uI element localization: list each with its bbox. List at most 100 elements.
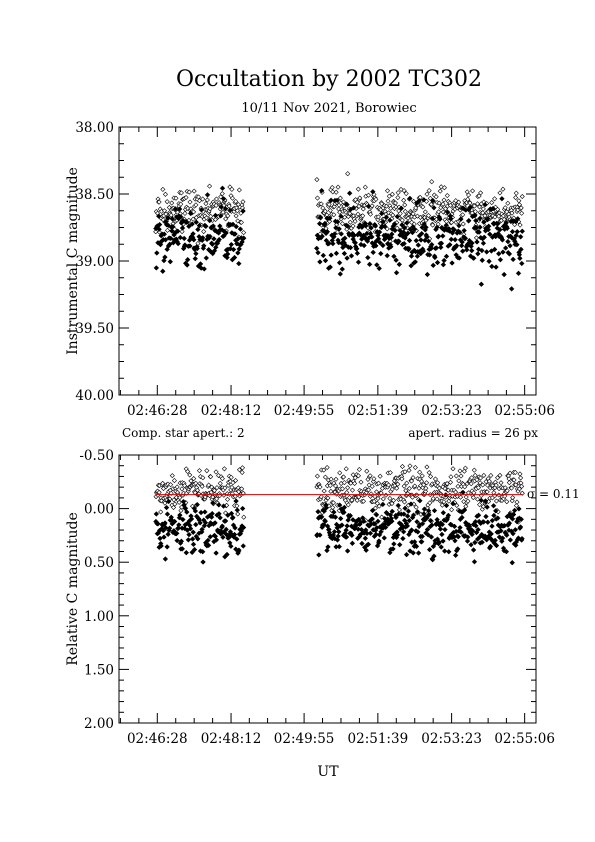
data-point-filled: [414, 518, 420, 525]
data-point-filled: [443, 253, 450, 260]
data-point-filled: [381, 535, 388, 541]
data-point-filled: [421, 197, 427, 203]
data-point-open: [219, 191, 225, 197]
data-point-open: [486, 478, 492, 484]
data-point-open: [320, 205, 326, 211]
data-point-filled: [341, 250, 348, 257]
data-point-open: [164, 227, 171, 233]
data-point-filled: [313, 245, 320, 252]
data-point-open: [322, 474, 328, 480]
data-point-open: [191, 188, 197, 194]
data-point-filled: [440, 233, 446, 239]
data-point-filled: [431, 205, 437, 211]
data-point-open: [220, 209, 226, 215]
data-point-filled: [426, 252, 433, 258]
data-point-open: [396, 507, 402, 513]
data-point-open: [518, 475, 524, 481]
data-point-open: [350, 223, 356, 229]
data-point-filled: [452, 537, 458, 544]
comp-star-aperture-note: Comp. star apert.: 2: [122, 426, 245, 440]
data-point-filled: [199, 526, 205, 533]
data-point-open: [366, 482, 372, 488]
data-point-filled: [431, 553, 437, 559]
data-point-filled: [332, 535, 338, 542]
data-point-filled: [227, 207, 233, 214]
data-point-filled: [490, 503, 497, 509]
data-point-filled: [232, 231, 238, 237]
data-point-open: [203, 201, 209, 207]
data-point-open: [478, 190, 484, 196]
sigma-label: σ = 0.11: [527, 487, 580, 501]
data-point-filled: [176, 514, 183, 521]
data-point-filled: [405, 508, 412, 514]
data-point-open: [356, 467, 362, 473]
data-point-filled: [337, 271, 344, 277]
data-point-filled: [426, 546, 433, 553]
x-tick-label: 02:46:28: [127, 731, 188, 747]
y-tick-label: -0.50: [79, 448, 114, 464]
data-point-filled: [224, 254, 230, 261]
data-point-open: [380, 496, 386, 502]
y-tick-label: 2.00: [84, 716, 114, 732]
data-point-open: [176, 499, 182, 505]
data-point-filled: [316, 220, 323, 227]
data-point-open: [350, 472, 356, 478]
data-point-filled: [392, 227, 398, 234]
data-point-filled: [503, 548, 510, 555]
data-point-open: [440, 201, 446, 207]
data-point-filled: [484, 504, 490, 510]
data-point-filled: [199, 548, 206, 555]
data-point-open: [173, 195, 179, 201]
data-point-open: [446, 498, 452, 504]
data-point-filled: [491, 512, 497, 519]
data-point-filled: [236, 547, 242, 553]
data-point-filled: [377, 240, 383, 246]
data-point-open: [340, 474, 347, 480]
data-point-open: [360, 213, 366, 219]
data-point-filled: [348, 253, 355, 259]
data-point-filled: [419, 224, 425, 231]
data-point-filled: [500, 249, 506, 255]
data-point-filled: [470, 547, 477, 553]
data-point-open: [474, 477, 480, 483]
data-point-open: [227, 478, 233, 484]
data-point-open: [225, 482, 231, 488]
data-point-filled: [424, 234, 430, 240]
data-point-filled: [195, 536, 201, 542]
data-point-filled: [440, 261, 447, 268]
data-point-open: [241, 514, 247, 520]
data-point-open: [436, 485, 442, 491]
data-point-filled: [166, 525, 173, 531]
data-point-open: [463, 494, 469, 500]
data-point-open: [161, 208, 168, 214]
data-point-open: [425, 213, 432, 219]
data-point-open: [470, 188, 476, 194]
data-point-open: [367, 473, 373, 479]
data-point-filled: [410, 550, 416, 556]
data-point-filled: [220, 503, 227, 509]
data-point-open: [488, 472, 494, 478]
data-point-open: [497, 190, 503, 196]
data-point-filled: [380, 242, 386, 249]
data-point-filled: [339, 522, 345, 528]
data-point-open: [179, 486, 185, 492]
data-point-filled: [220, 196, 227, 202]
data-point-filled: [417, 497, 423, 504]
data-point-open: [164, 199, 170, 205]
data-point-open: [160, 186, 166, 192]
data-point-filled: [455, 533, 462, 540]
data-point-open: [314, 177, 320, 183]
data-point-filled: [204, 192, 211, 198]
data-point-filled: [461, 507, 468, 513]
data-point-filled: [517, 234, 524, 240]
data-point-filled: [376, 538, 382, 544]
data-point-open: [156, 199, 162, 205]
data-point-open: [158, 509, 164, 515]
data-point-filled: [364, 230, 370, 237]
data-point-open: [492, 214, 498, 220]
data-point-filled: [367, 220, 373, 227]
data-point-filled: [503, 532, 510, 538]
data-point-filled: [388, 234, 395, 241]
data-point-open: [506, 480, 512, 486]
data-point-filled: [194, 501, 201, 508]
